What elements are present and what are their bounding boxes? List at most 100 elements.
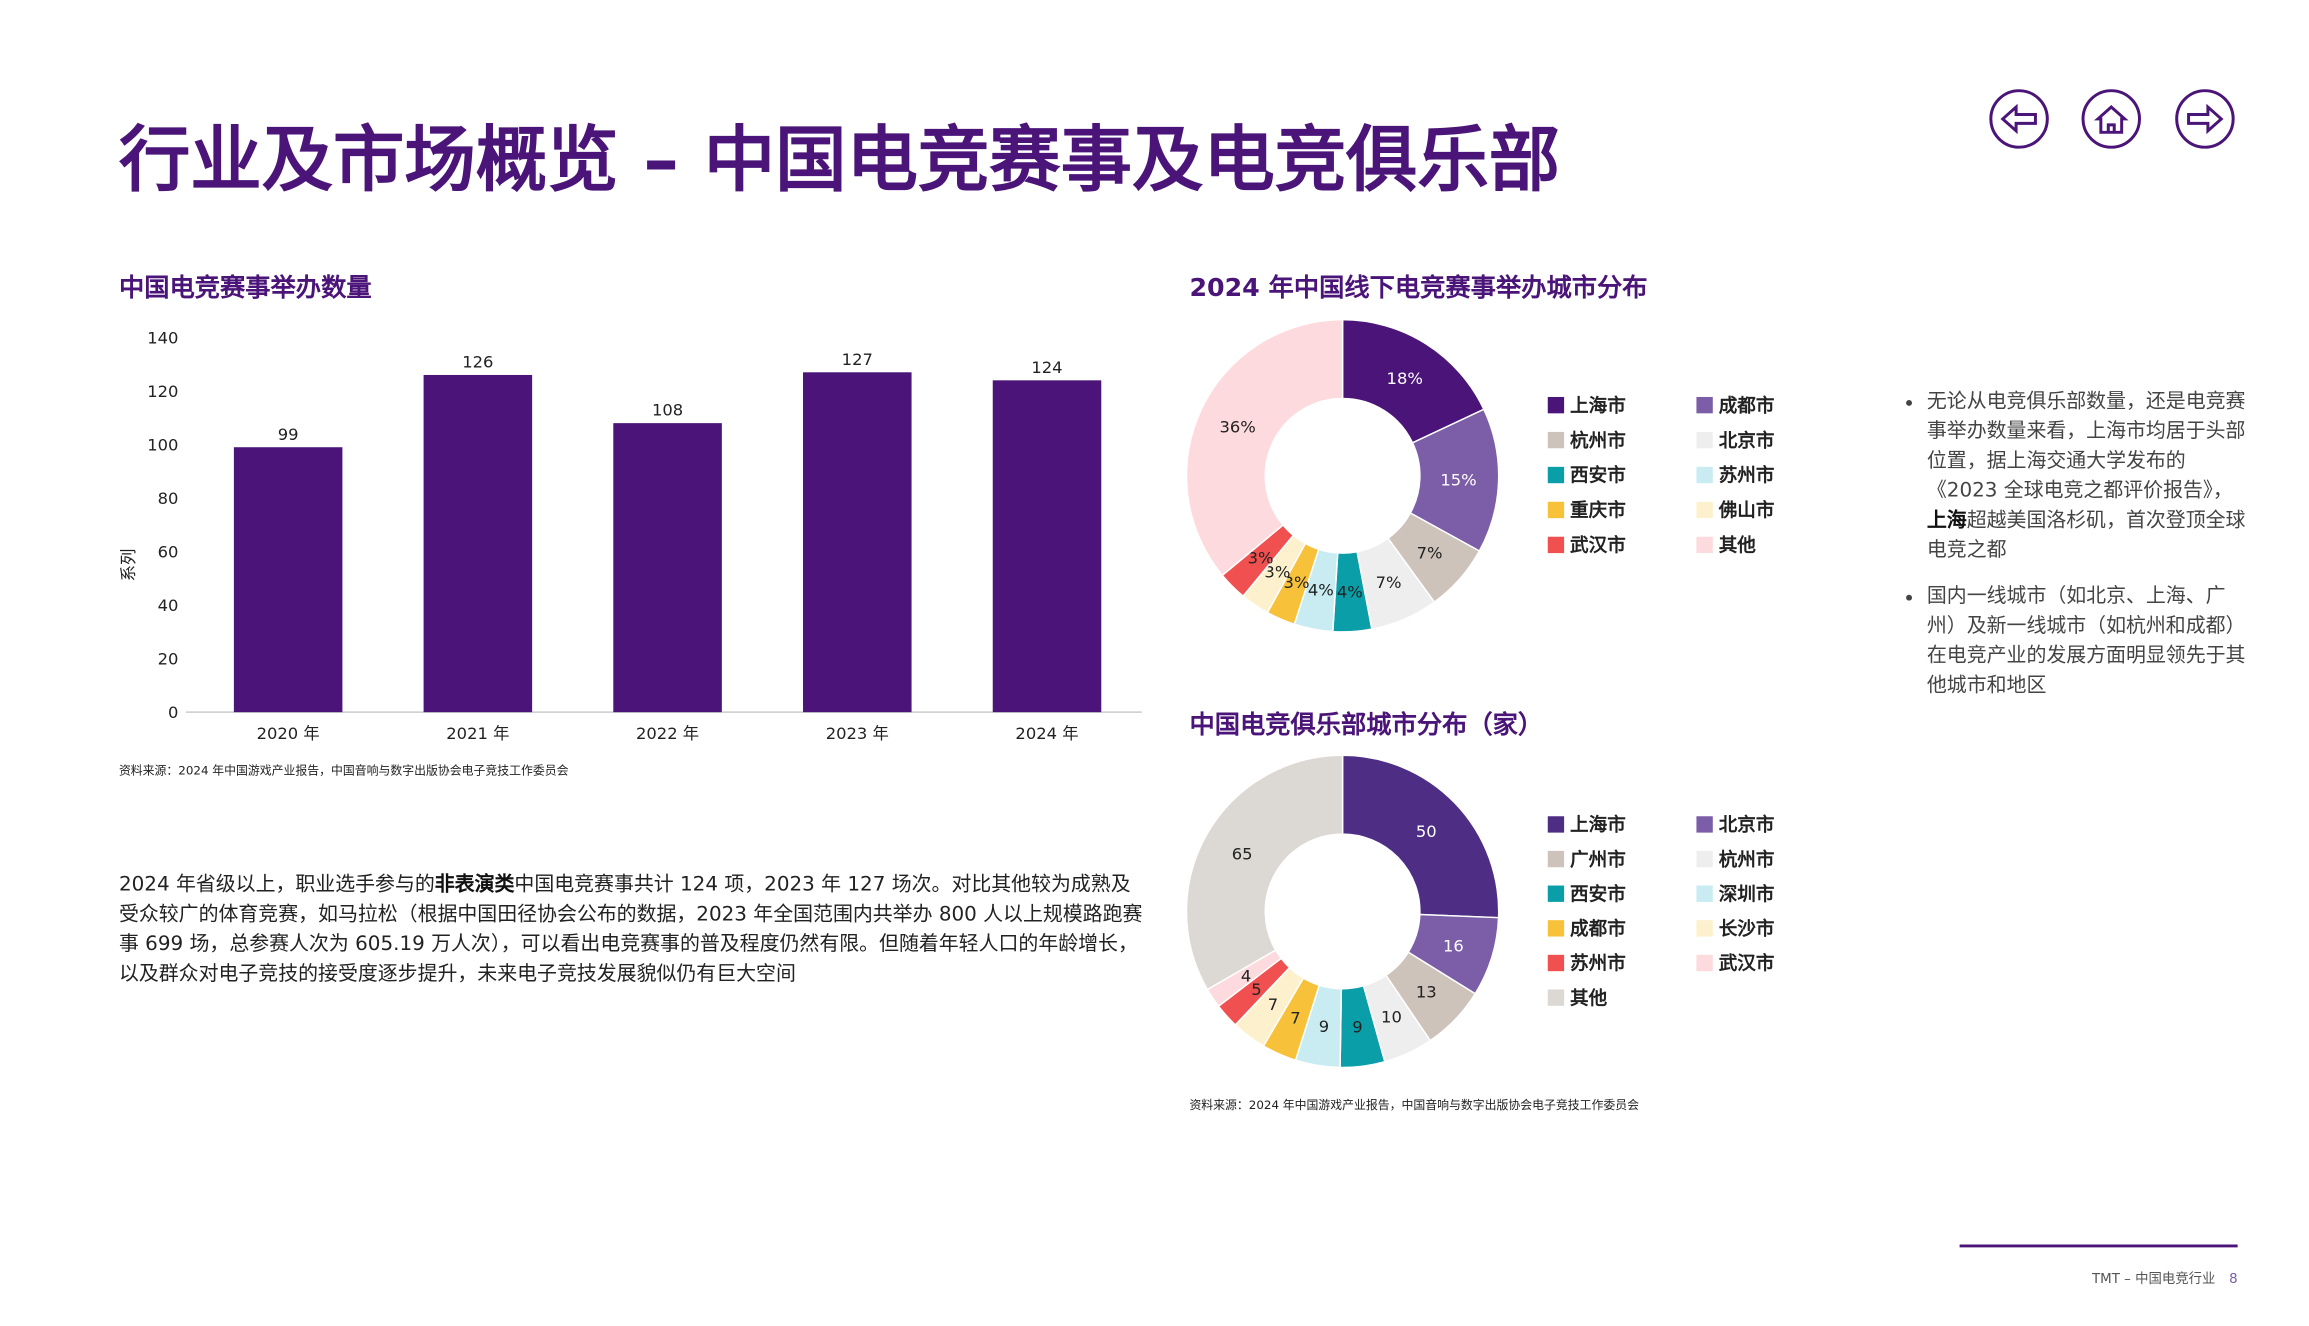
bar: [233, 447, 343, 713]
nav-back[interactable]: [1989, 89, 2049, 149]
slice-label: 7%: [1376, 573, 1402, 592]
slice-label: 13: [1416, 983, 1437, 1002]
bar: [992, 380, 1102, 713]
legend-label: 其他: [1570, 987, 1608, 1009]
chart-title: 中国电竞赛事举办数量: [119, 273, 372, 302]
nav-forward[interactable]: [2175, 89, 2235, 149]
donut-slice: [1409, 408, 1500, 552]
legend-swatch: [1547, 850, 1565, 868]
bullet: 国内一线城市（如北京、上海、广州）及新一线城市（如杭州和成都）在电竞产业的发展方…: [1927, 583, 2251, 702]
text: 国内一线城市（如北京、上海、广州）及新一线城市（如杭州和成都）在电竞产业的发展方…: [1926, 585, 2246, 698]
text: 无论从电竞俱乐部数量，还是电竞赛事举办数量来看，上海市均居于头部位置，据上海交通…: [1926, 391, 2246, 503]
legend-label: 其他: [1719, 535, 1757, 557]
legend-label: 成都市: [1570, 918, 1626, 940]
body-paragraph: 2024 年省级以上，职业选手参与的非表演类中国电竞赛事共计 124 项，202…: [119, 871, 1148, 990]
legend-swatch: [1547, 431, 1565, 449]
slice-label: 10: [1381, 1008, 1402, 1027]
x-tick-label: 2023 年: [826, 724, 889, 743]
x-tick-label: 2022 年: [636, 724, 699, 743]
legend-swatch: [1547, 396, 1565, 414]
legend-label: 苏州市: [1719, 465, 1775, 487]
value-label: 126: [462, 353, 493, 372]
legend-swatch: [1547, 954, 1565, 972]
slice-label: 50: [1416, 822, 1437, 841]
slice-label: 4: [1241, 967, 1251, 986]
donut-slice: [1341, 754, 1500, 919]
slice-label: 3%: [1264, 563, 1290, 582]
value-label: 127: [842, 350, 873, 369]
legend-swatch: [1547, 989, 1565, 1006]
slice-label: 7: [1290, 1008, 1300, 1027]
y-tick-label: 140: [147, 328, 178, 347]
y-tick-label: 120: [147, 382, 178, 401]
legend-swatch: [1547, 920, 1565, 937]
chart-title: 2024 年中国线下电竞赛事举办城市分布: [1189, 273, 1647, 302]
slice-label: 18%: [1387, 369, 1423, 388]
legend-label: 佛山市: [1718, 500, 1775, 522]
bar: [423, 374, 533, 713]
bullet-list: 无论从电竞俱乐部数量，还是电竞赛事举办数量来看，上海市均居于头部位置，据上海交通…: [1900, 388, 2251, 718]
x-tick-label: 2020 年: [257, 724, 320, 743]
legend-label: 成都市: [1719, 395, 1775, 417]
y-tick-label: 20: [158, 650, 179, 669]
legend-label: 杭州市: [1570, 430, 1626, 452]
legend-swatch: [1696, 954, 1713, 972]
donut-slice: [1185, 754, 1344, 991]
legend-label: 武汉市: [1570, 535, 1626, 557]
slice-label: 3%: [1284, 573, 1310, 592]
slice-label: 3%: [1248, 549, 1274, 568]
legend-label: 广州市: [1570, 849, 1626, 871]
legend-label: 苏州市: [1570, 953, 1626, 975]
legend-label: 杭州市: [1719, 849, 1775, 871]
slice-label: 65: [1232, 844, 1253, 863]
chart-title: 中国电竞俱乐部城市分布（家）: [1189, 710, 1543, 739]
legend-label: 西安市: [1570, 465, 1626, 487]
footer-text: TMT – 中国电竞行业: [2091, 1270, 2215, 1287]
slice-label: 15%: [1440, 470, 1476, 489]
slice-label: 36%: [1219, 417, 1255, 436]
page-title: 行业及市场概览 – 中国电竞赛事及电竞俱乐部: [119, 118, 1560, 201]
legend-label: 上海市: [1570, 814, 1626, 836]
legend-swatch: [1547, 816, 1565, 833]
legend-label: 西安市: [1570, 883, 1626, 905]
y-tick-label: 0: [168, 703, 178, 722]
bar: [613, 423, 722, 713]
legend-swatch: [1696, 816, 1713, 833]
donut-slice: [1341, 318, 1485, 444]
value-label: 108: [652, 401, 683, 420]
bold-text: 非表演类: [434, 874, 515, 897]
legend-label: 深圳市: [1719, 883, 1775, 905]
slice-label: 9: [1352, 1017, 1362, 1036]
legend-label: 上海市: [1570, 395, 1626, 417]
x-tick-label: 2024 年: [1015, 724, 1078, 743]
slice-label: 16: [1443, 936, 1464, 955]
y-tick-label: 80: [158, 489, 179, 508]
nav-home[interactable]: [2081, 89, 2141, 149]
y-tick-label: 60: [158, 543, 179, 562]
legend-label: 重庆市: [1570, 500, 1626, 522]
legend-swatch: [1547, 501, 1565, 519]
legend-label: 长沙市: [1719, 918, 1775, 940]
legend-swatch: [1696, 501, 1713, 519]
value-label: 124: [1031, 358, 1062, 377]
legend-label: 武汉市: [1719, 953, 1775, 975]
x-tick-label: 2021 年: [446, 724, 509, 743]
y-tick-label: 40: [158, 596, 179, 615]
legend-swatch: [1696, 885, 1713, 902]
legend-swatch: [1696, 536, 1713, 554]
legend-swatch: [1547, 536, 1565, 554]
legend-label: 北京市: [1719, 814, 1775, 836]
bold-text: 上海: [1926, 509, 1967, 533]
slice-label: 5: [1251, 980, 1261, 999]
bullet: 无论从电竞俱乐部数量，还是电竞赛事举办数量来看，上海市均居于头部位置，据上海交通…: [1927, 388, 2251, 566]
legend-swatch: [1696, 850, 1713, 868]
bar: [803, 372, 912, 713]
y-tick-label: 100: [147, 436, 178, 455]
legend-swatch: [1547, 885, 1565, 902]
slice-label: 9: [1319, 1017, 1329, 1036]
donut-slice: [1185, 318, 1344, 577]
page-number: 8: [2229, 1272, 2238, 1287]
